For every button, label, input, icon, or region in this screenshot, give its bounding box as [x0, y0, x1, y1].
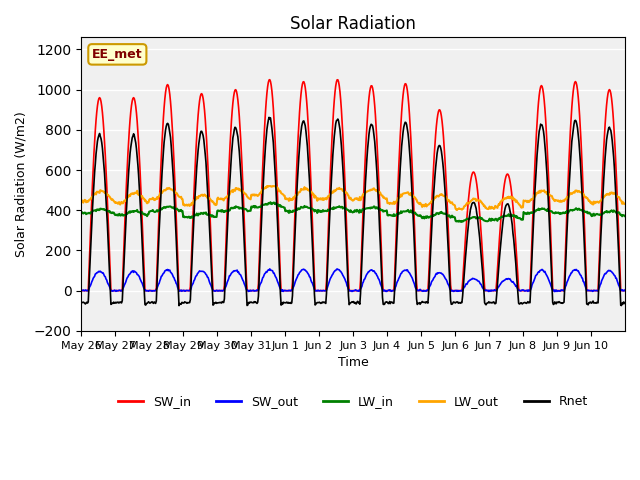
SW_in: [266, 77, 274, 83]
SW_in: [440, 144, 448, 150]
LW_out: [269, 183, 276, 189]
LW_in: [440, 211, 448, 216]
SW_in: [289, 259, 297, 265]
Rnet: [265, 115, 273, 120]
LW_out: [264, 183, 272, 189]
SW_in: [621, 288, 629, 293]
Line: Rnet: Rnet: [81, 118, 625, 306]
LW_in: [269, 200, 276, 206]
Rnet: [141, 301, 149, 307]
LW_in: [77, 211, 85, 216]
LW_in: [141, 212, 149, 218]
Rnet: [242, 273, 250, 278]
LW_out: [241, 191, 249, 197]
SW_out: [77, 288, 85, 293]
SW_out: [440, 274, 448, 279]
Rnet: [290, 256, 298, 262]
X-axis label: Time: Time: [338, 356, 369, 369]
LW_in: [621, 213, 629, 219]
LW_out: [453, 207, 461, 213]
Rnet: [441, 186, 449, 192]
SW_in: [141, 288, 149, 293]
Rnet: [77, 300, 85, 306]
SW_in: [410, 201, 417, 207]
SW_out: [410, 279, 417, 285]
SW_out: [621, 287, 629, 293]
Rnet: [411, 242, 419, 248]
Title: Solar Radiation: Solar Radiation: [290, 15, 416, 33]
SW_out: [241, 282, 249, 288]
SW_in: [241, 235, 249, 241]
SW_in: [269, 96, 276, 101]
Rnet: [175, 303, 183, 309]
SW_out: [269, 268, 276, 274]
SW_out: [141, 288, 149, 293]
LW_out: [141, 198, 149, 204]
Line: SW_in: SW_in: [81, 80, 625, 290]
LW_in: [410, 210, 417, 216]
Rnet: [621, 300, 629, 306]
Y-axis label: Solar Radiation (W/m2): Solar Radiation (W/m2): [15, 111, 28, 257]
Legend: SW_in, SW_out, LW_in, LW_out, Rnet: SW_in, SW_out, LW_in, LW_out, Rnet: [113, 390, 593, 413]
LW_out: [289, 195, 297, 201]
LW_out: [410, 194, 417, 200]
LW_in: [458, 219, 466, 225]
LW_out: [440, 193, 448, 199]
LW_out: [621, 201, 629, 207]
Line: LW_in: LW_in: [81, 202, 625, 222]
Rnet: [269, 140, 277, 145]
Line: SW_out: SW_out: [81, 269, 625, 292]
SW_out: [551, 289, 559, 295]
LW_in: [289, 208, 297, 214]
SW_out: [289, 285, 297, 290]
LW_out: [77, 198, 85, 204]
SW_in: [77, 288, 85, 293]
Text: EE_met: EE_met: [92, 48, 143, 61]
LW_in: [267, 199, 275, 205]
Line: LW_out: LW_out: [81, 186, 625, 210]
LW_in: [241, 206, 249, 212]
SW_out: [266, 266, 274, 272]
